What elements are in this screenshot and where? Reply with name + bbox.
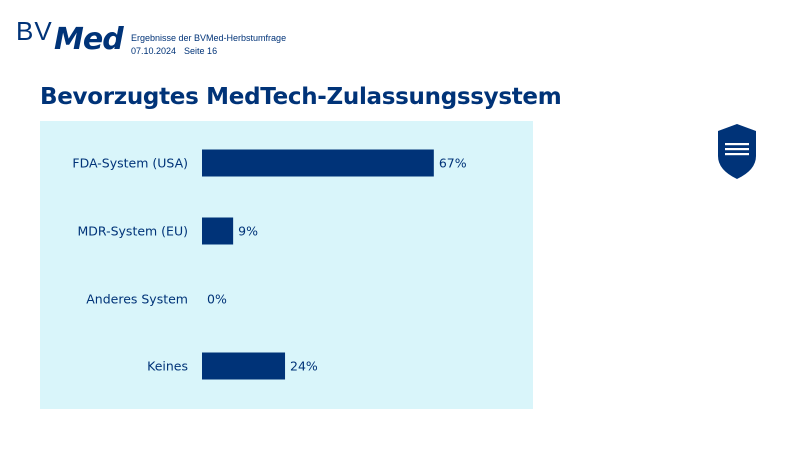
page-number: Seite 16 <box>184 46 218 56</box>
logo-bv-text: BV <box>16 16 53 46</box>
category-label: Keines <box>147 359 188 374</box>
value-label: 9% <box>238 224 258 239</box>
date: 07.10.2024 <box>131 46 177 56</box>
value-label: 24% <box>290 359 318 374</box>
category-label: MDR-System (EU) <box>78 224 189 239</box>
category-label: Anderes System <box>86 292 188 307</box>
bar <box>202 217 234 245</box>
bar-chart: FDA-System (USA) 67% MDR-System (EU) 9% Ande… <box>72 149 467 380</box>
date-page-line: 07.10.2024 Seite 16 <box>131 45 286 58</box>
slide-title: Bevorzugtes MedTech-Zulassungssystem <box>40 84 562 110</box>
logo-med-text: Med <box>54 22 124 57</box>
shield-icon <box>718 124 756 179</box>
survey-title: Ergebnisse der BVMed-Herbstumfrage <box>131 33 287 43</box>
bar <box>202 352 286 380</box>
header-meta: Ergebnisse der BVMed-Herbstumfrage 07.10… <box>131 32 286 58</box>
value-label: 67% <box>439 156 467 171</box>
category-label: FDA-System (USA) <box>72 156 188 171</box>
bar <box>202 149 434 177</box>
value-label: 0% <box>207 292 227 307</box>
